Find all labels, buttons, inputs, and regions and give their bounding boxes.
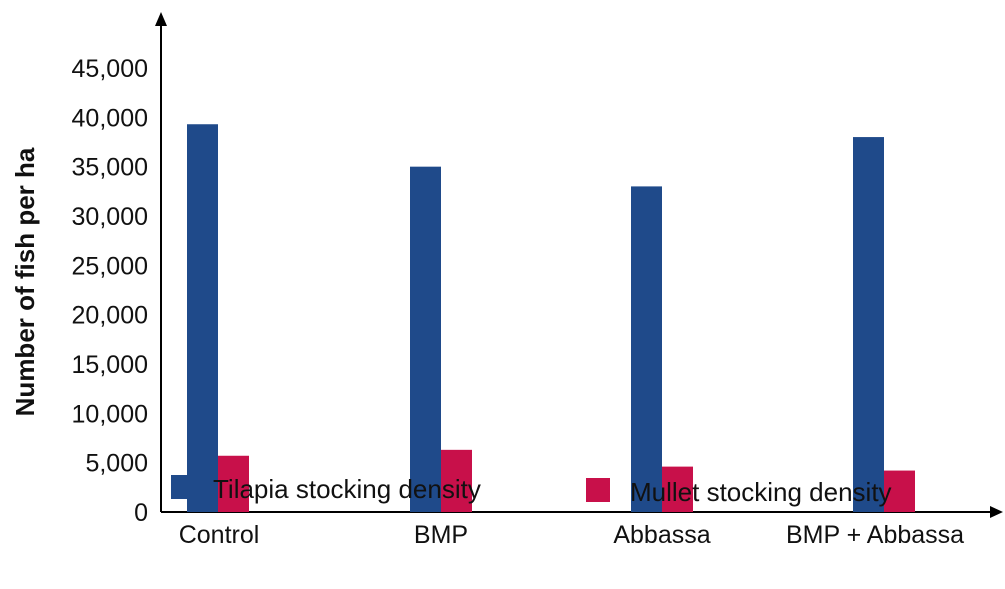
- x-tick-label: BMP + Abbassa: [786, 521, 964, 549]
- y-tick-label: 40,000: [72, 104, 148, 132]
- y-tick-label: 45,000: [72, 55, 148, 83]
- y-tick-label: 25,000: [72, 252, 148, 280]
- legend-label-tilapia: Tilapia stocking density: [213, 474, 481, 504]
- x-tick-label: Abbassa: [613, 521, 710, 549]
- legend: Tilapia stocking density Mullet stocking…: [171, 474, 892, 507]
- legend-swatch-mullet: [586, 478, 610, 502]
- bar-tilapia-3: [853, 137, 884, 513]
- y-axis-arrow-icon: [155, 12, 167, 26]
- bar-mullet-3: [884, 470, 915, 512]
- y-axis-label: Number of fish per ha: [10, 147, 40, 416]
- bar-tilapia-1: [410, 166, 441, 512]
- bar-tilapia-0: [187, 124, 218, 513]
- legend-label-mullet: Mullet stocking density: [630, 477, 892, 507]
- y-tick-label: 30,000: [72, 203, 148, 231]
- bar-mullet-2: [662, 466, 693, 512]
- legend-swatch-tilapia: [171, 475, 195, 499]
- x-axis-arrow-icon: [990, 506, 1003, 518]
- y-tick-label: 5,000: [85, 450, 148, 478]
- y-tick-label: 35,000: [72, 154, 148, 182]
- bar-tilapia-2: [631, 186, 662, 512]
- y-tick-label: 10,000: [72, 400, 148, 428]
- x-tick-labels: Control BMP Abbassa BMP + Abbassa: [179, 521, 964, 549]
- y-tick-label: 20,000: [72, 302, 148, 330]
- bar-mullet-1: [441, 449, 472, 512]
- y-tick-label: 0: [134, 499, 148, 527]
- bars: [187, 124, 915, 513]
- x-tick-label: Control: [179, 521, 260, 549]
- bar-mullet-0: [218, 455, 249, 512]
- x-tick-label: BMP: [414, 521, 468, 549]
- y-tick-label: 15,000: [72, 351, 148, 379]
- y-tick-labels: 0 5,000 10,000 15,000 20,000 25,000 30,000 35,0…: [72, 55, 148, 527]
